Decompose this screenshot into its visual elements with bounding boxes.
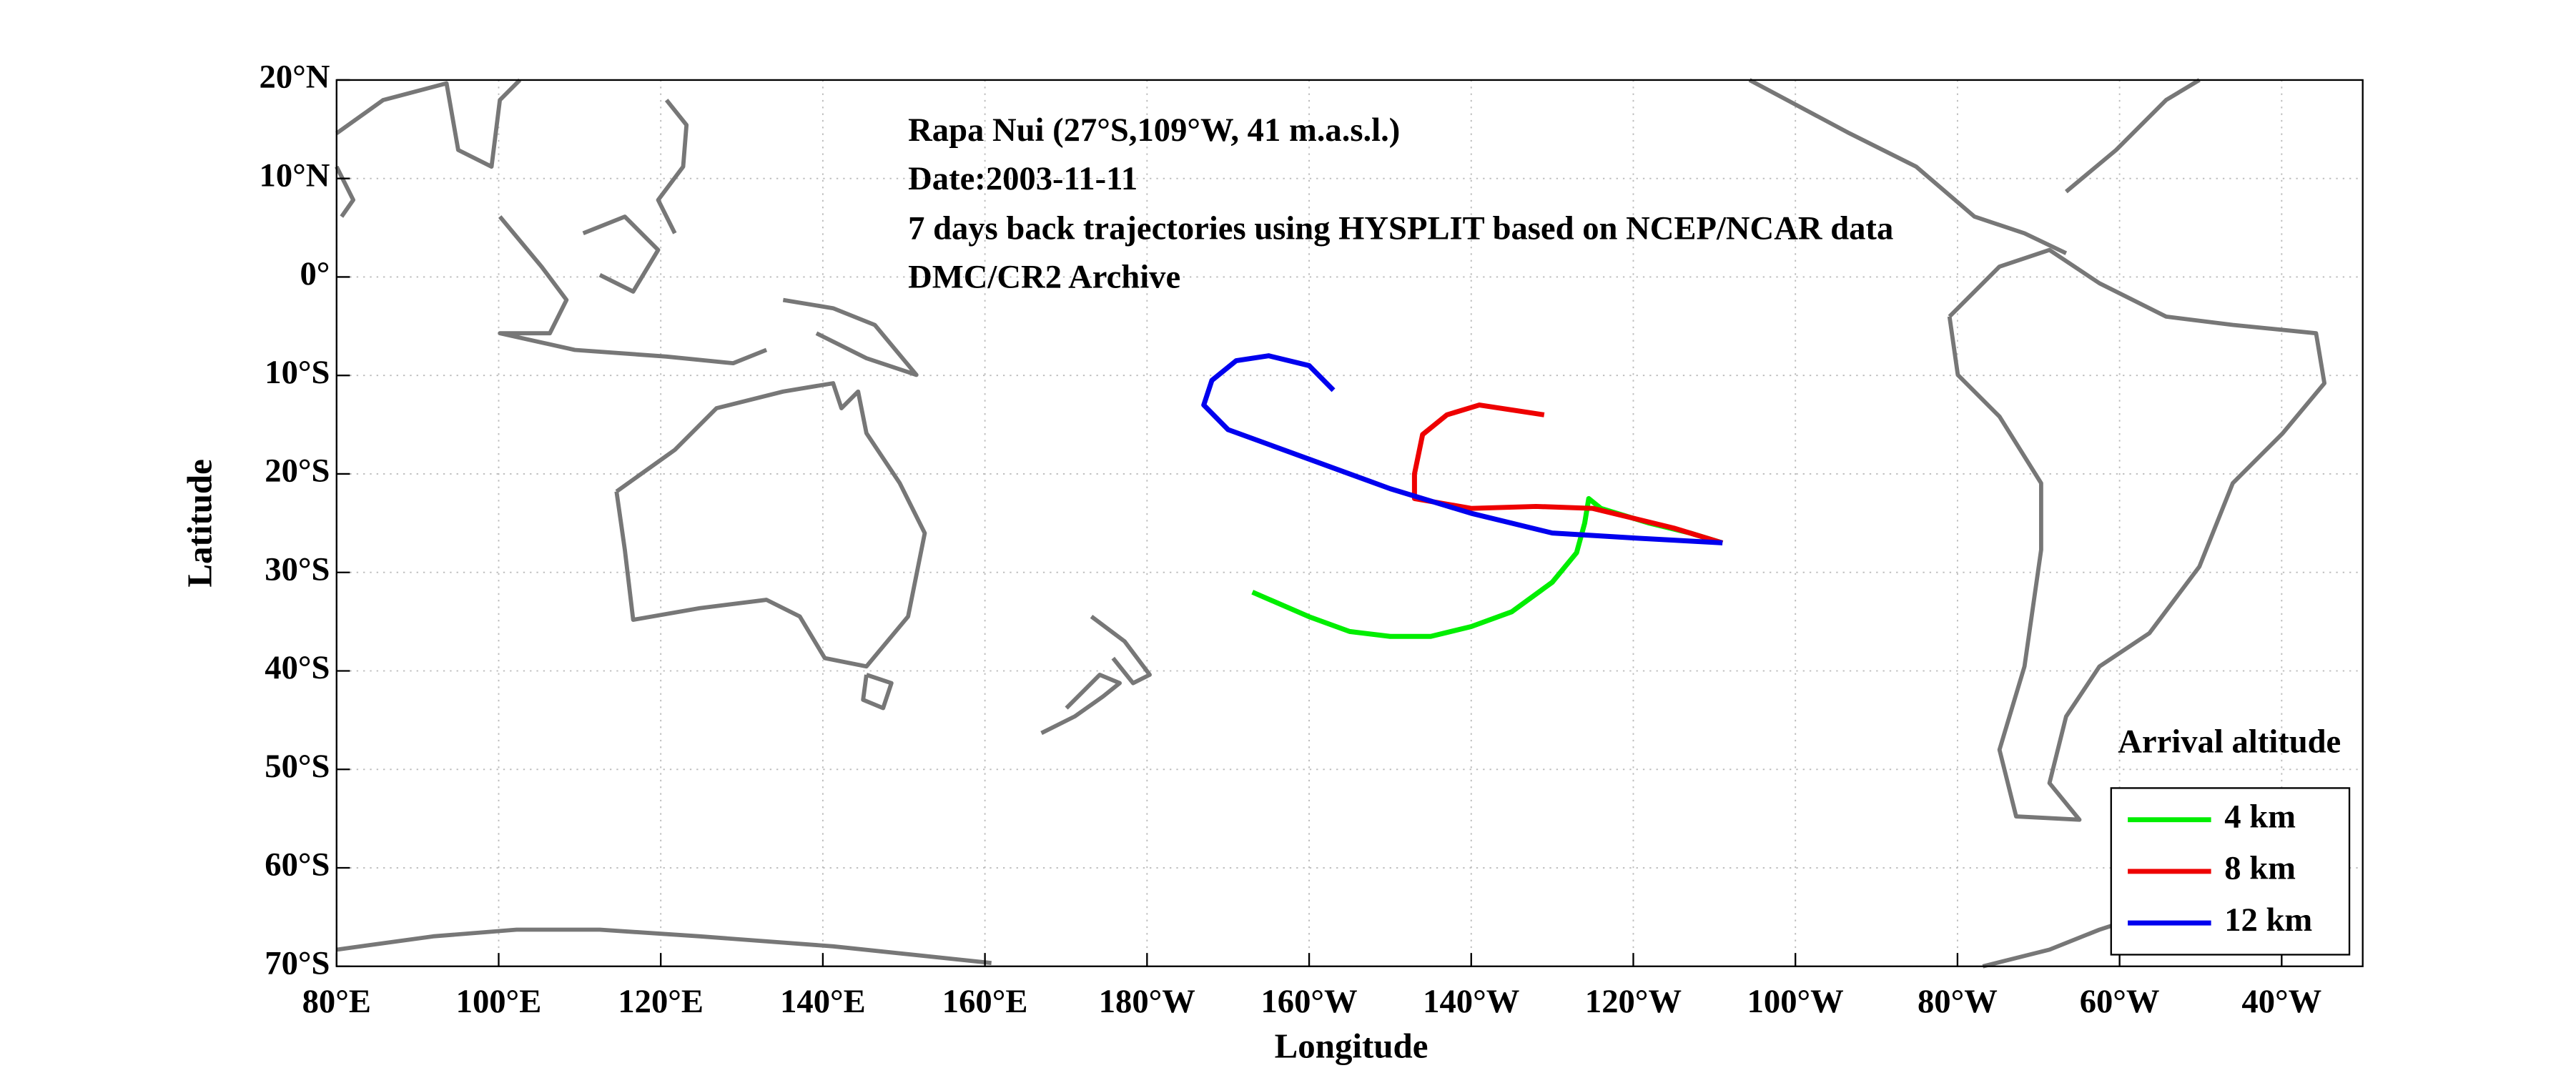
x-tick-label: 100°W bbox=[1747, 983, 1844, 1020]
annotation: Date:2003-11-11 bbox=[908, 160, 1138, 197]
coastline bbox=[656, 99, 689, 234]
y-tick-label: 70°S bbox=[265, 944, 330, 981]
coastline bbox=[1090, 615, 1152, 686]
x-tick-label: 100°E bbox=[456, 983, 542, 1020]
y-tick-label: 20°S bbox=[265, 453, 330, 490]
legend-label: 8 km bbox=[2224, 850, 2296, 887]
annotations: Rapa Nui (27°S,109°W, 41 m.a.s.l.) Date:… bbox=[908, 112, 1893, 295]
y-tick-label: 50°S bbox=[265, 748, 330, 785]
coastline bbox=[336, 927, 992, 966]
coastline bbox=[2064, 78, 2201, 194]
coastline bbox=[861, 673, 894, 711]
coastline bbox=[498, 215, 768, 366]
legend-label: 4 km bbox=[2224, 798, 2296, 835]
x-tick-label: 80°W bbox=[1918, 983, 1998, 1020]
x-tick-label: 180°W bbox=[1099, 983, 1195, 1020]
y-tick-label: 0° bbox=[300, 255, 330, 292]
coastline bbox=[582, 214, 661, 294]
coastline bbox=[335, 78, 522, 169]
y-tick-label: 60°S bbox=[265, 846, 330, 884]
legend-label: 12 km bbox=[2224, 901, 2312, 939]
x-tick-label: 140°W bbox=[1423, 983, 1519, 1020]
legend-title: Arrival altitude bbox=[2118, 723, 2341, 761]
x-tick-label: 140°E bbox=[780, 983, 866, 1020]
coastline bbox=[782, 297, 919, 377]
coastlines bbox=[335, 78, 2327, 969]
annotation: 7 days back trajectories using HYSPLIT b… bbox=[908, 210, 1893, 247]
trajectory-line bbox=[1411, 402, 1724, 545]
trajectory-line bbox=[1201, 353, 1723, 545]
x-tick-label: 120°W bbox=[1585, 983, 1682, 1020]
coastline bbox=[335, 165, 355, 218]
annotation: Rapa Nui (27°S,109°W, 41 m.a.s.l.) bbox=[908, 112, 1400, 149]
x-tick-label: 160°E bbox=[942, 983, 1028, 1020]
x-tick-label: 80°E bbox=[302, 983, 371, 1020]
x-tick-label: 120°E bbox=[618, 983, 704, 1020]
x-tick-label: 160°W bbox=[1260, 983, 1357, 1020]
y-tick-label: 10°S bbox=[265, 354, 330, 391]
y-tick-label: 30°S bbox=[265, 550, 330, 588]
coastline bbox=[614, 381, 927, 669]
coastline bbox=[1040, 673, 1122, 736]
x-axis-title: Longitude bbox=[1275, 1027, 1428, 1066]
x-tick-label: 40°W bbox=[2241, 983, 2321, 1020]
x-tick-label: 60°W bbox=[2080, 983, 2160, 1020]
y-tick-label: 10°N bbox=[260, 157, 330, 194]
y-tick-label: 20°N bbox=[260, 59, 330, 96]
y-axis-title: Latitude bbox=[180, 459, 219, 587]
y-tick-label: 40°S bbox=[265, 649, 330, 686]
coastline bbox=[1748, 78, 2068, 255]
plot-frame bbox=[335, 79, 2364, 967]
coastline bbox=[1947, 247, 2327, 822]
annotation: DMC/CR2 Archive bbox=[908, 258, 1180, 295]
